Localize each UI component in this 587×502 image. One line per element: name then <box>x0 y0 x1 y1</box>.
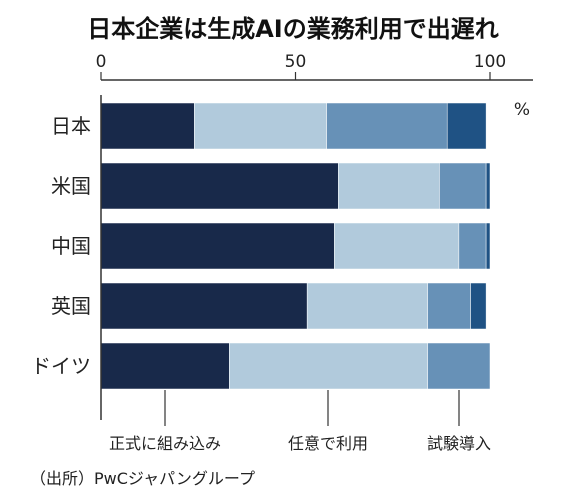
bar-segment <box>100 102 195 150</box>
bar-segment <box>334 222 460 270</box>
bar-segment <box>485 222 491 270</box>
bar-segment <box>194 102 327 150</box>
bar-segment <box>470 282 487 330</box>
source-note: （出所）PwCジャパングループ <box>30 469 255 488</box>
bar-segment <box>229 342 429 390</box>
legend-label: 任意で利用 <box>288 434 368 453</box>
bar-segment <box>100 342 230 390</box>
bar-segment <box>100 222 335 270</box>
bar-segment <box>458 222 487 270</box>
bar-segment <box>427 282 471 330</box>
bar-segment <box>100 282 308 330</box>
category-label: 英国 <box>51 294 91 318</box>
legend-label: 試験導入 <box>427 434 491 453</box>
x-axis: 0 50 100 % <box>96 52 533 120</box>
chart-title: 日本企業は生成AIの業務利用で出遅れ <box>87 15 499 43</box>
category-label: 中国 <box>51 234 91 258</box>
bar-segment <box>100 162 339 210</box>
bar-segment <box>446 102 487 150</box>
bar-segment <box>338 162 440 210</box>
bar-segment <box>306 282 429 330</box>
category-label: 米国 <box>51 174 91 198</box>
x-tick-label: 50 <box>285 52 307 72</box>
bars-group <box>100 102 491 390</box>
x-tick-label: 100 <box>474 52 506 72</box>
unit-label: % <box>514 100 530 120</box>
legend-label: 正式に組み込み <box>109 434 221 453</box>
bar-segment <box>485 162 491 210</box>
category-label: ドイツ <box>31 354 91 378</box>
bar-segment <box>326 102 448 150</box>
bar-segment <box>427 342 491 390</box>
bar-segment <box>439 162 487 210</box>
legend: 正式に組み込み 任意で利用 試験導入 <box>109 390 491 453</box>
category-label: 日本 <box>51 114 91 138</box>
x-tick-label: 0 <box>96 52 107 72</box>
